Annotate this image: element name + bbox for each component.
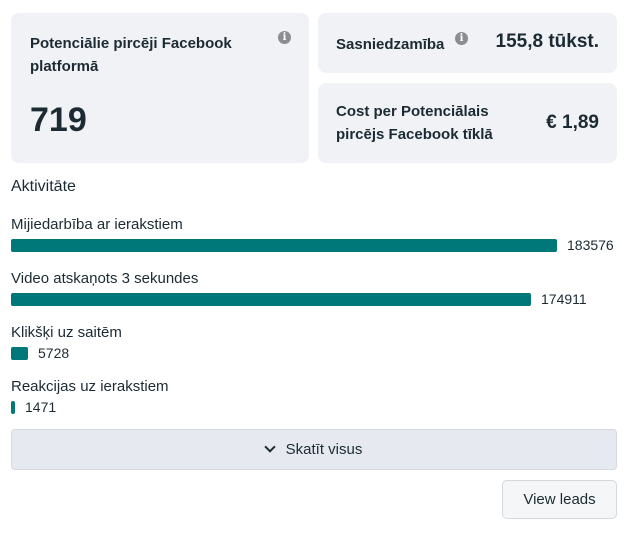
activity-value: 5728 — [38, 345, 70, 361]
activity-bar — [11, 400, 15, 414]
view-leads-label: View leads — [523, 491, 596, 508]
potential-buyers-value: 719 — [30, 101, 87, 139]
reach-card: Sasniedzamība i 155,8 tūkst. — [318, 13, 617, 73]
activity-label: Reakcijas uz ierakstiem — [11, 378, 169, 395]
activity-value: 1471 — [25, 399, 57, 415]
activity-bar — [11, 292, 531, 306]
cost-title: Cost per Potenciālais pircējs Facebook t… — [336, 103, 493, 143]
potential-buyers-card: Potenciālie pircēji Facebook platformā i… — [11, 13, 309, 163]
info-icon[interactable]: i — [278, 31, 291, 44]
potential-buyers-title: Potenciālie pircēji Facebook platformā — [30, 35, 232, 75]
chevron-down-icon — [263, 441, 276, 453]
reach-title: Sasniedzamība — [336, 36, 445, 53]
activity-value: 174911 — [541, 291, 587, 307]
info-icon[interactable]: i — [455, 32, 468, 45]
reach-value: 155,8 tūkst. — [495, 31, 600, 52]
activity-bar — [11, 238, 557, 252]
see-all-label: Skatīt visus — [285, 441, 363, 458]
activity-label: Mijiedarbība ar ierakstiem — [11, 216, 183, 233]
activity-label: Klikšķi uz saitēm — [11, 324, 122, 341]
activity-label: Video atskaņots 3 sekundes — [11, 270, 199, 287]
activity-value: 183576 — [567, 237, 614, 253]
activity-item: Video atskaņots 3 sekundes 174911 — [11, 270, 617, 309]
cost-card: Cost per Potenciālais pircējs Facebook t… — [318, 83, 617, 163]
activity-bar — [11, 346, 28, 360]
activity-item: Mijiedarbība ar ierakstiem 183576 — [11, 216, 617, 255]
view-leads-button[interactable]: View leads — [502, 480, 617, 519]
activity-item: Klikšķi uz saitēm 5728 — [11, 324, 617, 363]
see-all-button[interactable]: Skatīt visus — [11, 429, 617, 470]
activity-item: Reakcijas uz ierakstiem 1471 — [11, 378, 617, 417]
cost-value: € 1,89 — [546, 112, 599, 133]
activity-heading: Aktivitāte — [11, 178, 76, 195]
